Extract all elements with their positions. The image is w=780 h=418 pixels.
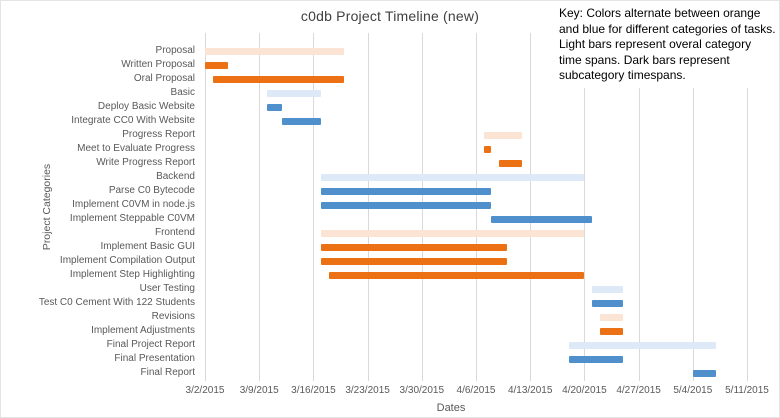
gantt-bar [692,369,717,377]
x-tick-label: 4/20/2015 [562,385,607,396]
gantt-bar [328,271,585,279]
gantt-bar [205,47,345,55]
gridline [313,33,315,381]
gantt-bar [483,131,523,139]
gantt-bar [321,201,492,209]
x-tick-label: 4/6/2015 [456,385,496,396]
gantt-bar [321,229,585,237]
x-tick-label: 5/11/2015 [725,385,769,396]
category-label: Test C0 Cement With 122 Students [38,297,195,308]
category-labels: Proposal Written Proposal Oral Proposal Bas… [1,44,200,380]
gantt-bar [599,327,624,335]
category-label: Written Proposal [121,59,195,70]
category-label: Basic [170,87,195,98]
x-axis-title: Dates [436,402,466,414]
category-label: Backend [156,171,195,182]
category-label: Implement Step Highlighting [69,269,195,280]
gantt-bar [321,243,507,251]
gantt-bar [212,75,345,83]
gridline [259,33,261,381]
category-label: Final Presentation [114,353,195,364]
key-note: Key: Colors alternate between orange and… [559,6,776,88]
gantt-bar [568,341,717,349]
gantt-bar [266,103,283,111]
category-label: Oral Proposal [133,73,195,84]
plot-area [205,33,748,381]
category-label: Implement C0VM in node.js [72,199,195,210]
gridline [638,33,640,381]
category-label: Final Project Report [106,339,195,350]
gantt-bar [499,159,523,167]
category-label: Revisions [151,311,195,322]
x-tick-label: 3/30/2015 [399,385,445,396]
x-tick-label: 3/2/2015 [185,385,225,396]
x-tick-label: 3/16/2015 [291,385,336,396]
category-label: Integrate CC0 With Website [71,115,195,126]
gridline [205,33,206,381]
x-tick-label: 3/9/2015 [239,385,279,396]
category-label: Frontend [154,227,195,238]
category-label: Implement Compilation Output [59,255,195,266]
gantt-bar [592,285,624,293]
category-label: Parse C0 Bytecode [108,185,195,196]
gridline [692,33,694,381]
gantt-bar [321,257,507,265]
gantt-bar [282,117,322,125]
category-label: Final Report [140,367,195,378]
category-label: Implement Adjustments [91,325,195,336]
gridline [584,33,586,381]
category-label: Implement Basic GUI [100,241,195,252]
category-label: User Testing [139,283,195,294]
gantt-bar [491,215,593,223]
category-label: Write Progress Report [96,157,195,168]
category-label: Proposal [155,45,195,56]
category-label: Deploy Basic Website [97,101,195,112]
category-label: Implement Steppable C0VM [69,213,195,224]
gridline [747,33,748,381]
gantt-bar [205,61,229,69]
category-label: Progress Report [122,129,195,140]
gantt-bar [321,187,492,195]
gantt-bar [483,145,492,153]
x-tick-label: 4/13/2015 [507,385,553,396]
x-tick-label: 3/23/2015 [345,385,390,396]
gantt-bar [321,173,585,181]
gridline [530,33,532,381]
x-tick-label: 5/4/2015 [673,385,713,396]
gantt-bar [266,89,322,97]
gantt-bar [592,299,624,307]
gantt-bar [568,355,624,363]
gantt-bar [599,313,624,321]
x-tick-label: 4/27/2015 [616,385,661,396]
category-label: Meet to Evaluate Progress [77,143,195,154]
chart-title: c0db Project Timeline (new) [300,8,480,24]
x-axis-ticks: 3/2/2015 3/9/2015 3/16/2015 3/23/2015 3/30/2… [186,385,769,398]
